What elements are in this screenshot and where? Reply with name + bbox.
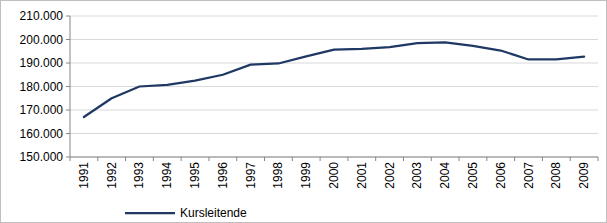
x-tick-label: 2009 [577, 162, 591, 189]
x-tick-label: 2002 [383, 162, 397, 189]
x-tick-label: 1996 [216, 162, 230, 189]
legend-swatch [125, 212, 175, 214]
x-tick-label: 1995 [188, 162, 202, 189]
y-tick [66, 86, 70, 87]
x-tick [431, 157, 432, 161]
grid-line [70, 39, 598, 40]
y-tick [66, 63, 70, 64]
grid-line [70, 16, 598, 17]
x-tick-label: 1991 [77, 162, 91, 189]
x-tick [347, 157, 348, 161]
legend-label: Kursleitende [180, 206, 247, 220]
x-tick-label: 2005 [466, 162, 480, 189]
y-tick [66, 39, 70, 40]
x-tick [236, 157, 237, 161]
x-tick-label: 2007 [522, 162, 536, 189]
y-tick-label: 210.000 [20, 9, 64, 23]
y-tick-label: 200.000 [20, 33, 64, 47]
y-tick-label: 180.000 [20, 80, 64, 94]
x-tick [514, 157, 515, 161]
x-tick-label: 1997 [244, 162, 258, 189]
y-tick-label: 160.000 [20, 127, 64, 141]
x-tick-label: 1998 [271, 162, 285, 189]
chart-frame [1, 1, 607, 223]
x-axis [70, 157, 598, 158]
x-tick [181, 157, 182, 161]
y-tick-label: 150.000 [20, 150, 64, 164]
x-tick-label: 2008 [549, 162, 563, 189]
x-tick [459, 157, 460, 161]
x-tick-label: 1992 [105, 162, 119, 189]
y-tick [66, 157, 70, 158]
plot-area [84, 42, 584, 117]
x-tick [264, 157, 265, 161]
y-tick-label: 190.000 [20, 56, 64, 70]
x-tick-label: 2004 [438, 162, 452, 189]
x-tick [153, 157, 154, 161]
y-tick [66, 133, 70, 134]
x-tick [486, 157, 487, 161]
x-tick [125, 157, 126, 161]
x-tick [570, 157, 571, 161]
x-tick [542, 157, 543, 161]
x-tick-label: 1994 [160, 162, 174, 189]
grid-line [70, 157, 598, 158]
chart-container: 150.000 160.000 170.000 180.000 190.000 200.0… [0, 0, 607, 223]
grid-line [70, 133, 598, 134]
x-tick [375, 157, 376, 161]
series-line [84, 42, 584, 117]
y-tick [66, 16, 70, 17]
y-tick [66, 110, 70, 111]
x-tick [208, 157, 209, 161]
x-tick-label: 1993 [132, 162, 146, 189]
chart: 150.000 160.000 170.000 180.000 190.000 200.0… [0, 0, 607, 223]
x-tick [70, 157, 71, 161]
x-tick [97, 157, 98, 161]
x-tick-label: 2000 [327, 162, 341, 189]
x-tick-label: 2003 [410, 162, 424, 189]
y-axis [70, 16, 71, 157]
x-tick-label: 1999 [299, 162, 313, 189]
x-tick-label: 2001 [355, 162, 369, 189]
x-tick [403, 157, 404, 161]
x-tick [292, 157, 293, 161]
x-tick [598, 157, 599, 161]
x-tick-label: 2006 [494, 162, 508, 189]
grid-line [70, 110, 598, 111]
y-tick-label: 170.000 [20, 103, 64, 117]
x-tick [320, 157, 321, 161]
grid-line [70, 63, 598, 64]
